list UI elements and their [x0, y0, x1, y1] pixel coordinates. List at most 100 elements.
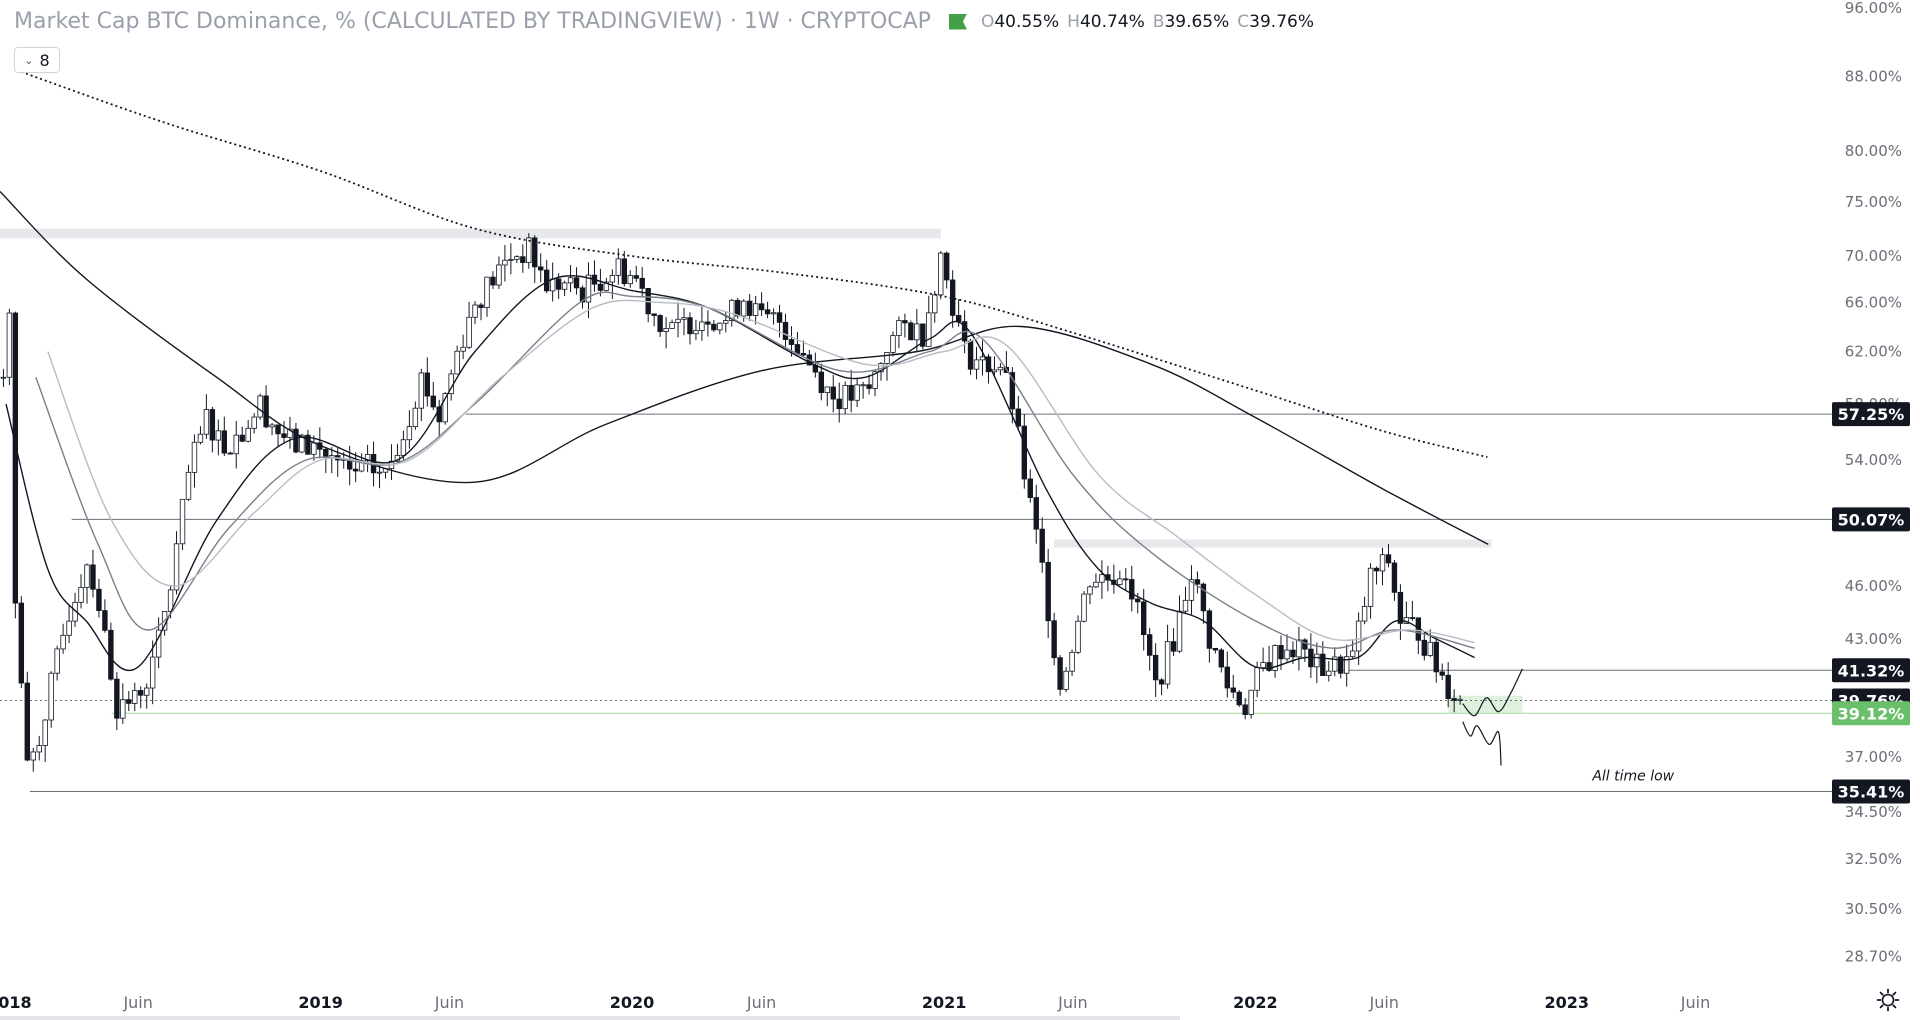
candle [227, 451, 233, 455]
candle [705, 310, 711, 337]
candle-body [1314, 653, 1320, 668]
candle-body [1039, 528, 1045, 563]
candle [609, 269, 616, 300]
candle [1194, 571, 1201, 594]
candle-body [132, 690, 138, 704]
candle-body [1093, 581, 1099, 588]
price-tag-bg [1832, 507, 1910, 532]
candle-body [794, 344, 801, 354]
candle-body [36, 745, 42, 753]
candle-body [1212, 647, 1219, 651]
candle [460, 334, 466, 360]
candle [364, 444, 371, 473]
candle-body [406, 426, 413, 441]
candle [1385, 544, 1392, 568]
candle [949, 270, 956, 328]
candle-body [233, 434, 239, 455]
candle-body [1176, 610, 1183, 652]
candle-body [1033, 497, 1039, 530]
candle [1164, 624, 1171, 689]
candle [1391, 559, 1398, 601]
candle-body [752, 303, 759, 316]
candle-body [1290, 649, 1296, 658]
flag-icon[interactable] [948, 13, 967, 30]
moving-average-line-0 [21, 71, 1488, 458]
indicators-toggle-button[interactable]: ⌄ 8 [14, 47, 60, 73]
candle-body [1182, 599, 1189, 612]
candle-body [609, 274, 616, 283]
candle [36, 735, 42, 761]
candle [1296, 626, 1302, 671]
candle [663, 316, 669, 349]
candle [1111, 564, 1117, 594]
candle [591, 260, 598, 292]
chart-header: Market Cap BTC Dominance, % (CALCULATED … [14, 9, 1322, 34]
candle-body [735, 299, 741, 317]
candle [902, 313, 908, 338]
candle-body [185, 471, 192, 500]
candle [149, 640, 156, 705]
projection-path-0 [1462, 668, 1523, 717]
candle-body [908, 322, 914, 341]
candle [1158, 678, 1165, 696]
candle [1260, 647, 1266, 672]
candle-body [1152, 654, 1159, 681]
candle-body [281, 433, 287, 438]
candle [943, 251, 950, 289]
candle [239, 426, 245, 443]
candle [1093, 573, 1099, 589]
candle-body [1224, 666, 1230, 689]
candle-body [478, 304, 484, 308]
candle [526, 233, 532, 269]
price-tag-4: 39.12% [1832, 701, 1910, 726]
candle-body [293, 428, 299, 453]
candle-body [1349, 650, 1356, 658]
candle [257, 393, 263, 420]
candle-body [830, 386, 836, 400]
candle-body [627, 275, 633, 285]
projection-path-1 [1462, 721, 1502, 766]
open-value: O40.55% [980, 11, 1060, 32]
candle [1075, 615, 1081, 655]
candle [1021, 414, 1027, 489]
candle [932, 290, 938, 323]
candle-body [263, 395, 269, 428]
x-tick-label: 2021 [922, 993, 967, 1012]
x-tick-label: 2020 [610, 993, 655, 1012]
candle-body [597, 283, 604, 291]
candle-body [1087, 586, 1093, 595]
candle [896, 316, 902, 349]
candle-body [12, 312, 19, 604]
candle [1129, 565, 1135, 612]
candle-body [400, 439, 407, 456]
candle [1451, 689, 1457, 713]
candle-body [967, 340, 974, 370]
candle [1272, 644, 1278, 678]
candle-body [603, 281, 610, 291]
candle-body [454, 350, 460, 375]
candle-body [723, 320, 729, 324]
candle [30, 747, 36, 772]
candle-body [143, 687, 150, 696]
time-scrollbar [0, 1016, 1180, 1020]
candle [1326, 661, 1332, 682]
x-tick-label: 2019 [298, 993, 343, 1012]
candle-body [1075, 620, 1081, 653]
candle [1373, 566, 1380, 585]
candle-body [1194, 579, 1201, 585]
gear-icon[interactable] [1876, 988, 1900, 1012]
candle [18, 596, 25, 688]
candle-body [1057, 657, 1063, 690]
candle-body [1373, 567, 1380, 572]
candle [1308, 633, 1314, 678]
x-tick-label: Juin [1057, 993, 1087, 1012]
candle-body [1385, 554, 1392, 564]
candle-body [669, 322, 675, 329]
candle [746, 294, 753, 321]
candle [472, 301, 478, 325]
candle [1343, 644, 1350, 687]
candle-body [824, 386, 830, 393]
candle-body [532, 237, 538, 268]
low-value: B39.65% [1152, 11, 1230, 32]
